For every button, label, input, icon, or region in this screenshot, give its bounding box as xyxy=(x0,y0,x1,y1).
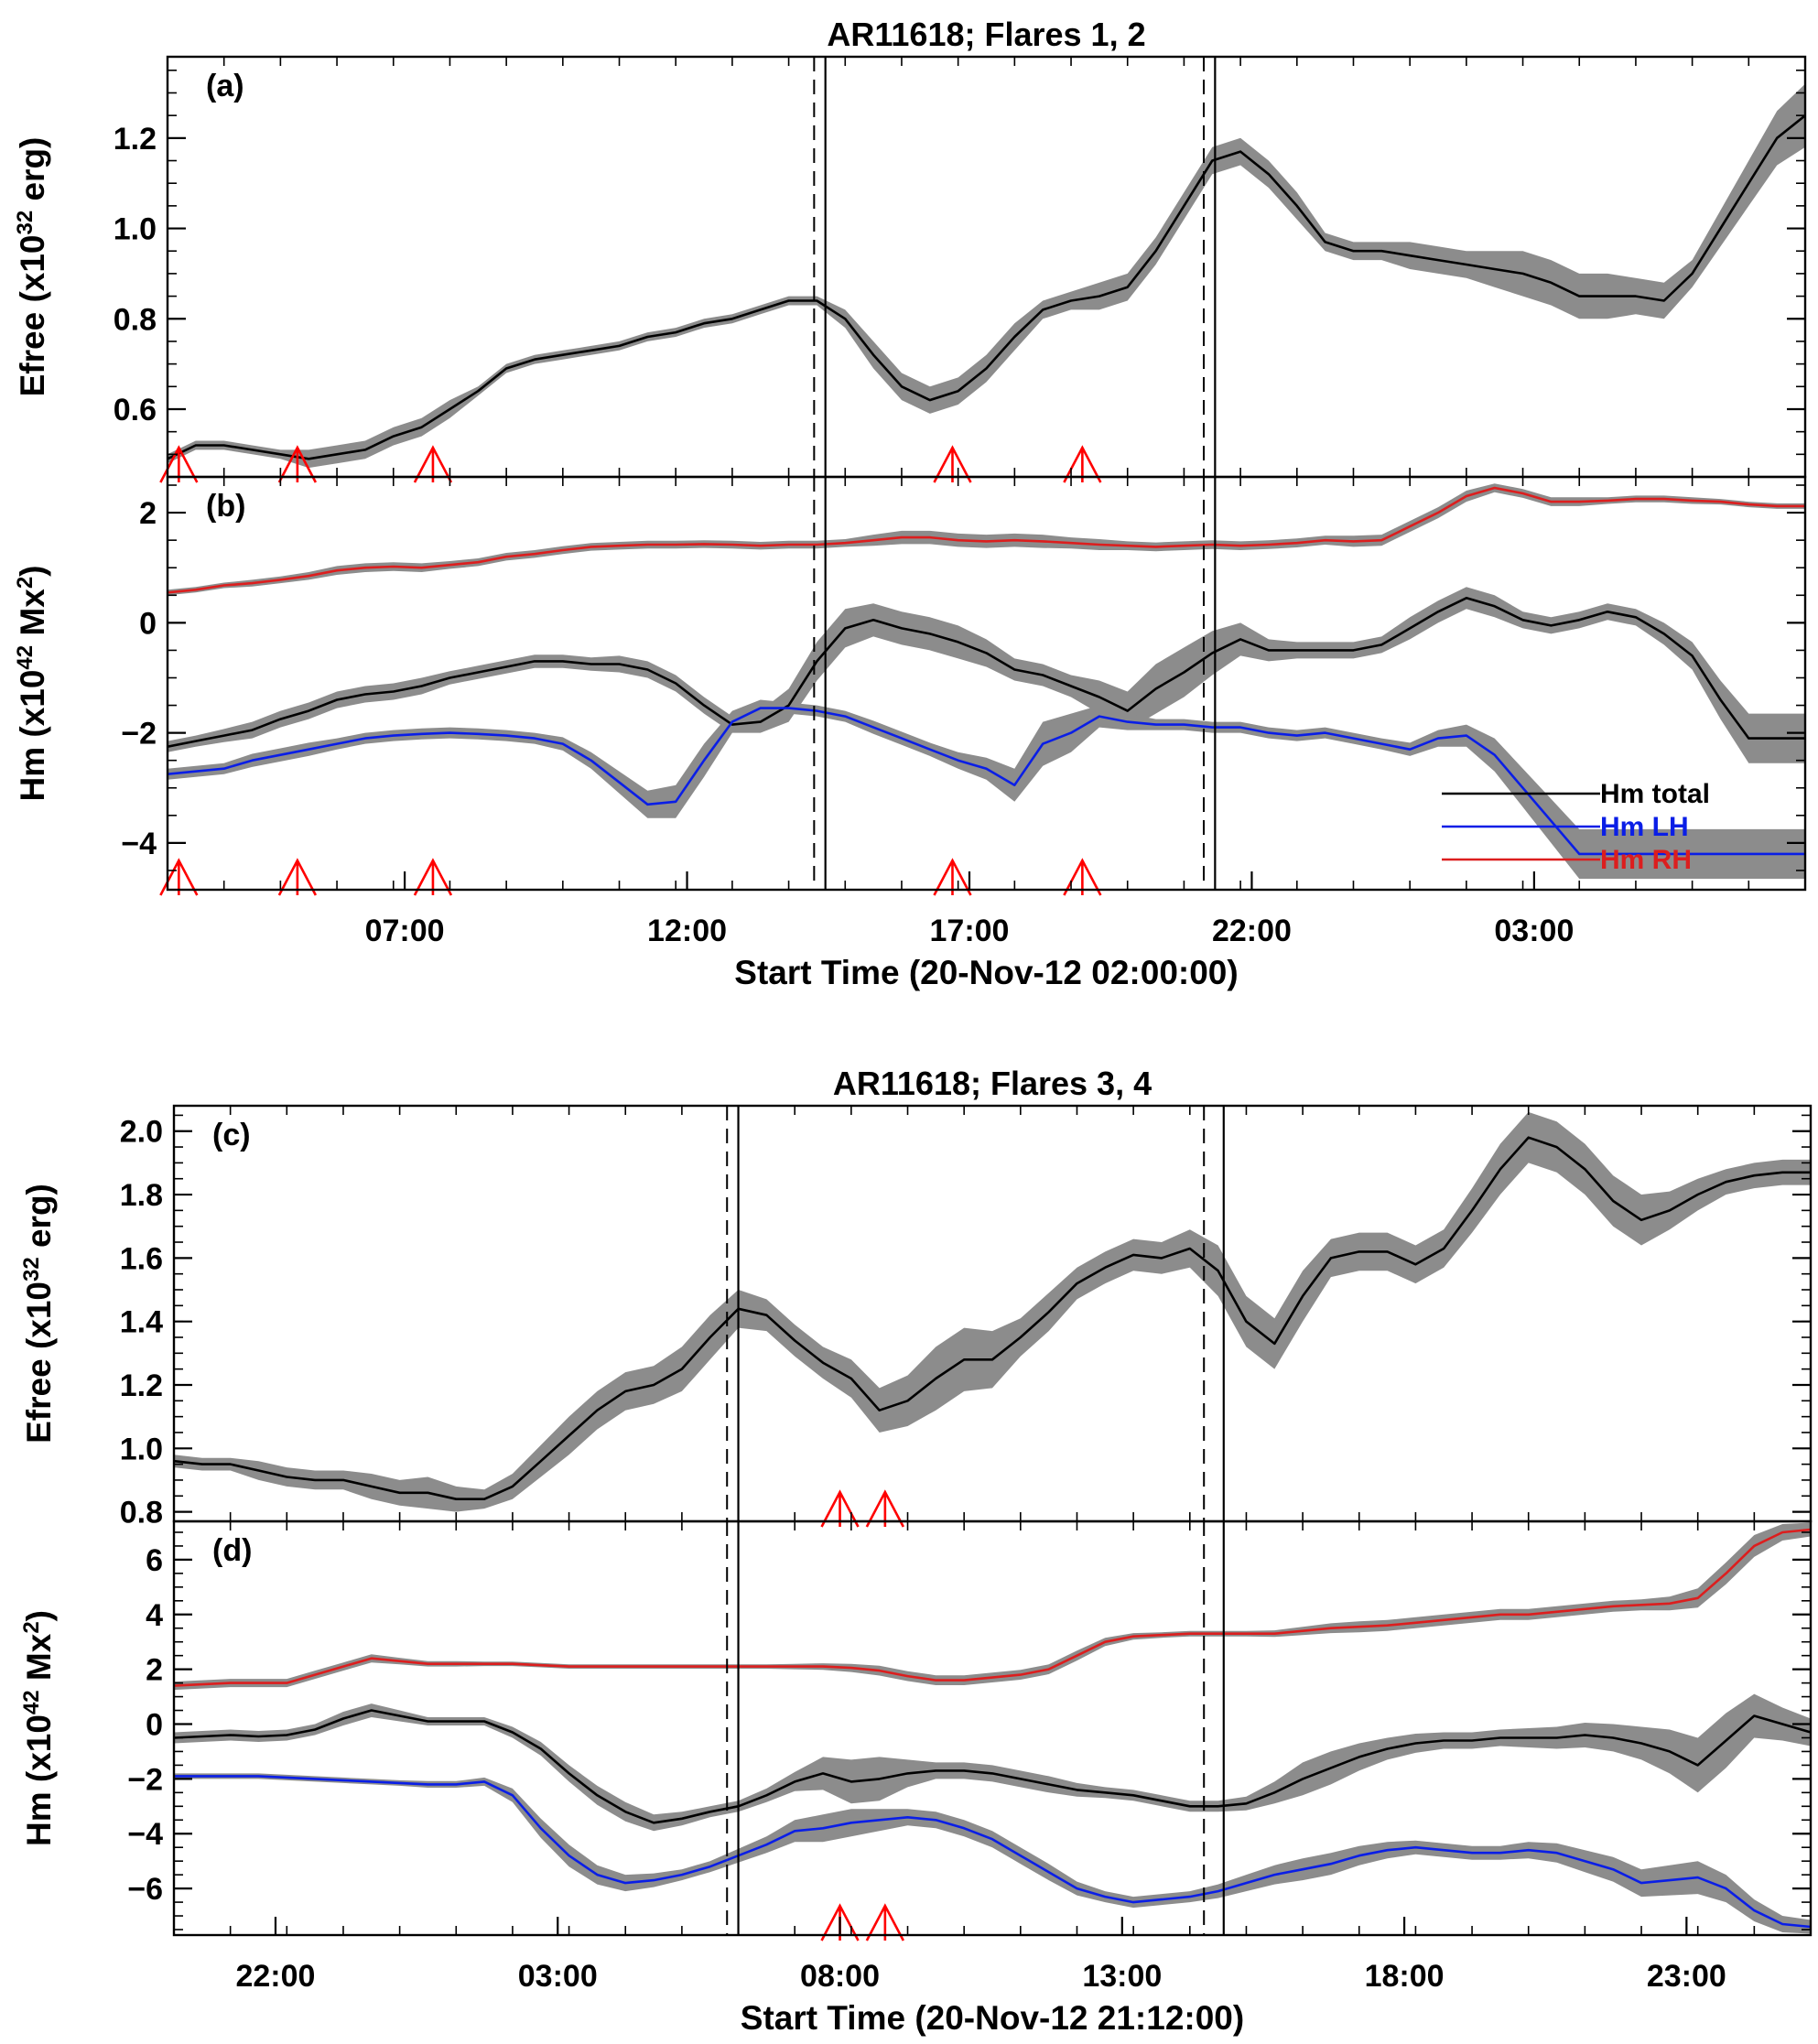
series-line-hm-rh xyxy=(168,486,1805,594)
y-axis-label-part: ) xyxy=(20,1610,58,1621)
legend-label: Hm total xyxy=(1600,779,1710,809)
y-tick-label: 4 xyxy=(146,1598,163,1633)
axis-frame xyxy=(172,1519,1813,1937)
x-tick-label: 03:00 xyxy=(518,1959,598,1994)
y-axis-label-part: Hm (x10 xyxy=(14,670,51,802)
y-tick-label: −2 xyxy=(127,1762,163,1797)
y-tick-label: 0.8 xyxy=(114,302,157,337)
y-tick-label: −2 xyxy=(121,717,157,752)
panel-b: −4 −2 0 2 07:00 12:00 17:00 22:00 03:00 (b) Start … xyxy=(13,475,1807,991)
y-tick-label: 0 xyxy=(146,1708,163,1743)
error-band-efree xyxy=(168,83,1805,469)
y-tick-label: 1.0 xyxy=(120,1432,163,1466)
y-tick-label: 0 xyxy=(139,606,157,641)
y-axis-label: Efree (x1032 erg) xyxy=(13,137,52,397)
y-tick-label: 0.8 xyxy=(120,1496,163,1530)
x-tick-label: 22:00 xyxy=(1212,914,1292,948)
y-axis-label-part: erg) xyxy=(14,137,51,211)
y-axis-label: Hm (x1042 Mx2) xyxy=(13,565,52,801)
series-line-hm-lh xyxy=(168,707,1805,856)
error-band-hm-total xyxy=(168,587,1805,763)
legend-label: Hm RH xyxy=(1600,845,1692,875)
x-tick-label: 07:00 xyxy=(365,914,445,948)
y-tick-label: 1.0 xyxy=(114,212,157,247)
series-line-efree xyxy=(168,114,1805,460)
y-axis-label-exponent: 32 xyxy=(19,1257,44,1282)
y-tick-label: 1.6 xyxy=(120,1241,163,1276)
y-tick-label: 2 xyxy=(139,496,157,531)
panel-c: 0.8 1.0 1.2 1.4 1.6 1.8 2.0 (c) AR11618; Flares … xyxy=(19,1065,1813,1530)
chart-title: AR11618; Flares 3, 4 xyxy=(833,1065,1152,1102)
plot-area-c xyxy=(174,1111,1811,1512)
y-tick-label: 0.6 xyxy=(114,393,157,427)
error-band-hm-lh xyxy=(168,699,1805,879)
x-tick-label: 12:00 xyxy=(647,914,727,948)
series-line-efree xyxy=(174,1136,1811,1500)
y-axis-label-part: Mx xyxy=(14,589,51,645)
y-axis-label-part: erg) xyxy=(20,1184,58,1257)
y-axis-label-exponent: 42 xyxy=(19,1690,44,1714)
y-tick-label: −4 xyxy=(127,1817,163,1852)
panel-d: −6 −4 −2 0 2 4 6 22:00 03:00 08:00 13:00 18:00 23:00… xyxy=(19,1519,1813,2037)
series-line-hm-lh xyxy=(174,1775,1811,1929)
plot-area-b xyxy=(168,483,1805,879)
y-tick-label: 1.2 xyxy=(114,122,157,157)
plot-area-d xyxy=(174,1522,1811,1934)
y-tick-label: −4 xyxy=(121,827,157,861)
error-band-hm-total xyxy=(174,1693,1811,1832)
y-axis-label-part: ) xyxy=(14,565,51,576)
axis-frame xyxy=(166,475,1807,892)
panel-label: (a) xyxy=(206,69,244,103)
y-tick-label: 1.8 xyxy=(120,1178,163,1213)
panel-a: 0.6 0.8 1.0 1.2 (a) AR11618; Flares 1, 2 Efree… xyxy=(13,16,1807,483)
y-axis-label-exponent: 32 xyxy=(13,211,38,235)
panel-label: (d) xyxy=(212,1533,252,1568)
y-axis-label-part: Mx xyxy=(20,1633,58,1690)
error-band-hm-rh xyxy=(174,1522,1811,1691)
x-tick-label: 13:00 xyxy=(1082,1959,1162,1994)
x-tick-label: 08:00 xyxy=(800,1959,880,1994)
error-band-hm-rh xyxy=(168,483,1805,596)
plot-area-a xyxy=(168,83,1805,469)
x-axis-label: Start Time (20-Nov-12 02:00:00) xyxy=(734,954,1238,991)
error-band-hm-lh xyxy=(174,1773,1811,1934)
y-axis-label: Hm (x1042 Mx2) xyxy=(19,1610,59,1846)
series-line-hm-rh xyxy=(174,1528,1811,1687)
panel-label: (b) xyxy=(206,489,245,524)
y-axis-label-exponent: 2 xyxy=(13,577,38,589)
y-axis-label-exponent: 42 xyxy=(13,645,38,670)
x-tick-label: 22:00 xyxy=(235,1959,315,1994)
panel-label: (c) xyxy=(212,1118,251,1152)
series-line-hm-total xyxy=(168,597,1805,748)
chart-title: AR11618; Flares 1, 2 xyxy=(827,16,1145,53)
y-axis-label-part: Efree (x10 xyxy=(14,235,51,397)
y-axis-label-exponent: 2 xyxy=(19,1621,44,1633)
y-tick-label: 2.0 xyxy=(120,1115,163,1150)
y-tick-label: 2 xyxy=(146,1653,163,1688)
y-axis-label-part: Efree (x10 xyxy=(20,1282,58,1444)
x-tick-label: 18:00 xyxy=(1365,1959,1445,1994)
legend-label: Hm LH xyxy=(1600,812,1689,842)
error-band-efree xyxy=(174,1111,1811,1512)
y-axis-label: Efree (x1032 erg) xyxy=(19,1184,59,1444)
series-line-hm-total xyxy=(174,1709,1811,1824)
y-axis-label-part: Hm (x10 xyxy=(20,1714,58,1846)
y-tick-label: 1.4 xyxy=(120,1305,163,1340)
x-tick-label: 17:00 xyxy=(930,914,1010,948)
y-tick-label: 1.2 xyxy=(120,1368,163,1403)
x-tick-label: 03:00 xyxy=(1494,914,1574,948)
x-tick-label: 23:00 xyxy=(1647,1959,1726,1994)
y-tick-label: 6 xyxy=(146,1543,163,1578)
x-axis-label: Start Time (20-Nov-12 21:12:00) xyxy=(741,1999,1244,2037)
y-tick-label: −6 xyxy=(127,1872,163,1907)
